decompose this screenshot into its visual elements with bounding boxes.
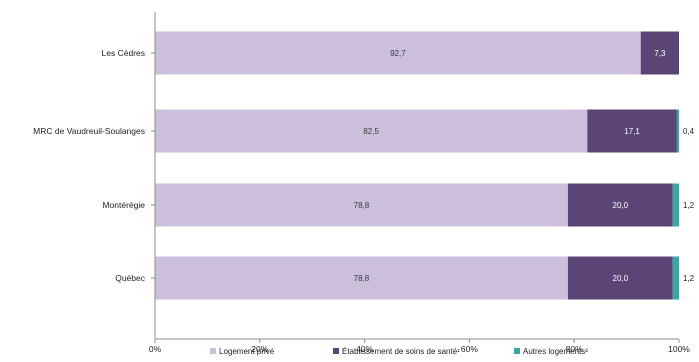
bar-segment xyxy=(672,183,679,227)
data-label: 0,4 xyxy=(683,127,695,136)
x-tick-label: 0% xyxy=(149,344,162,354)
x-tick-label: 60% xyxy=(461,344,478,354)
legend-label: Logement privé xyxy=(219,347,275,356)
category-label: Québec xyxy=(115,273,146,283)
category-labels: Les Cèdres MRC de Vaudreuil-Soulanges Mont… xyxy=(33,48,155,283)
data-label: 78,8 xyxy=(354,274,370,283)
data-label: 1,2 xyxy=(683,274,695,283)
x-tick-label: 80% xyxy=(566,344,583,354)
bar-segment xyxy=(567,183,673,227)
bar-segment xyxy=(640,31,679,75)
legend-swatch xyxy=(210,348,216,354)
data-label: 1,2 xyxy=(683,201,695,210)
category-label: Les Cèdres xyxy=(102,48,145,58)
legend: Logement privé Établissement de soins de … xyxy=(210,347,588,356)
data-label: 20,0 xyxy=(613,201,629,210)
category-label: Montérégie xyxy=(102,200,145,210)
data-label: 82,5 xyxy=(363,127,379,136)
bar-segment xyxy=(155,183,568,227)
legend-label: Établissement de soins de santé¹ xyxy=(342,347,460,356)
x-axis: 0% 20% 40% 60% 80% 100% xyxy=(149,12,690,354)
data-label: 7,3 xyxy=(654,49,666,58)
data-label: 92,7 xyxy=(390,49,406,58)
bar-segment xyxy=(155,109,588,153)
data-label: 20,0 xyxy=(613,274,629,283)
bars-layer: 92,7 7,3 82,5 17,1 0,4 78,8 20,0 1,2 78,8 20,0 1,2 xyxy=(155,31,695,300)
bar-segment xyxy=(676,109,679,153)
bar-segment xyxy=(587,109,677,153)
data-label: 17,1 xyxy=(624,127,640,136)
bar-segment xyxy=(567,256,673,300)
x-tick-label: 20% xyxy=(251,344,268,354)
legend-swatch xyxy=(514,348,520,354)
category-label: MRC de Vaudreuil-Soulanges xyxy=(33,126,145,136)
bar-segment xyxy=(155,31,641,75)
x-tick-label: 40% xyxy=(356,344,373,354)
data-label: 78,8 xyxy=(354,201,370,210)
legend-swatch xyxy=(333,348,339,354)
bar-segment xyxy=(155,256,568,300)
bar-segment xyxy=(672,256,679,300)
x-tick-label: 100% xyxy=(668,344,690,354)
legend-label: Autres logements² xyxy=(523,347,588,356)
